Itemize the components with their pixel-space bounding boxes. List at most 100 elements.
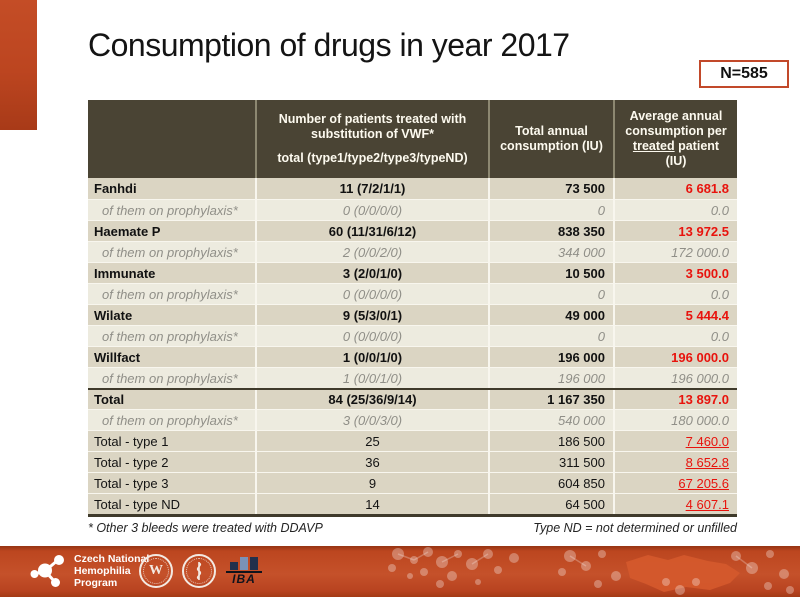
- avg-consumption-cell: 8 652.8: [613, 452, 737, 472]
- asclepius-staff-icon: [196, 562, 202, 580]
- header-patients-cell: Number of patients treated with substitu…: [255, 100, 488, 178]
- table-row: Willfact 1 (0/0/1/0) 196 000 196 000.0: [88, 346, 737, 367]
- table-row: Haemate P 60 (11/31/6/12) 838 350 13 972.5: [88, 220, 737, 241]
- total-consumption-cell: 10 500: [488, 263, 613, 283]
- accent-bar: [0, 0, 37, 130]
- iba-logo: IBA: [226, 556, 262, 586]
- total-consumption-cell: 344 000: [488, 242, 613, 262]
- table-row: Fanhdi 11 (7/2/1/1) 73 500 6 681.8: [88, 178, 737, 199]
- table-row: Wilate 9 (5/3/0/1) 49 000 5 444.4: [88, 304, 737, 325]
- patients-cell: 60 (11/31/6/12): [255, 221, 488, 241]
- row-label-cell: Immunate: [94, 265, 156, 281]
- avg-consumption-cell: 4 607.1: [613, 494, 737, 514]
- header-avg-cell: Average annual consumption per treated p…: [613, 100, 737, 178]
- total-consumption-cell: 311 500: [488, 452, 613, 472]
- header-empty-cell: [88, 100, 255, 178]
- avg-consumption-cell: 5 444.4: [613, 305, 737, 325]
- row-label-cell: Total - type 3: [94, 475, 169, 491]
- patients-cell: 1 (0/0/1/0): [255, 368, 488, 388]
- university-monogram: W: [149, 563, 163, 578]
- patients-cell: 3 (2/0/1/0): [255, 263, 488, 283]
- patients-cell: 84 (25/36/9/14): [255, 390, 488, 409]
- header-avg-post: patient (IU): [665, 139, 720, 168]
- university-seal-icon: W: [139, 554, 173, 588]
- header-total-cell: Total annual consumption (IU): [488, 100, 613, 178]
- cnhp-logo: Czech National Hemophilia Program: [30, 553, 149, 589]
- header-total-label: Total annual consumption (IU): [500, 124, 603, 153]
- cnhp-line-3: Program: [74, 577, 118, 589]
- header-patients-line1: Number of patients treated with substitu…: [278, 112, 467, 141]
- footnotes: * Other 3 bleeds were treated with DDAVP…: [88, 521, 737, 535]
- row-label-cell: Total - type 2: [94, 454, 169, 470]
- total-consumption-cell: 64 500: [488, 494, 613, 514]
- row-label-cell: of them on prophylaxis*: [102, 244, 238, 260]
- avg-consumption-cell: 13 972.5: [613, 221, 737, 241]
- table-row: Total - type 2 36 311 500 8 652.8: [88, 451, 737, 472]
- total-consumption-cell: 0: [488, 326, 613, 346]
- czech-map-shape: [626, 555, 740, 592]
- row-label-cell: of them on prophylaxis*: [102, 328, 238, 344]
- table-row: Total 84 (25/36/9/14) 1 167 350 13 897.0: [88, 388, 737, 409]
- footnote-right: Type ND = not determined or unfilled: [533, 521, 737, 535]
- table-row: of them on prophylaxis* 1 (0/0/1/0) 196 00…: [88, 367, 737, 388]
- iba-bars-icon: [226, 556, 262, 570]
- row-label-cell: Total: [94, 392, 125, 407]
- avg-consumption-cell: 7 460.0: [613, 431, 737, 451]
- row-label-cell: of them on prophylaxis*: [102, 412, 238, 428]
- table-row: of them on prophylaxis* 2 (0/0/2/0) 344 00…: [88, 241, 737, 262]
- cnhp-text: Czech National Hemophilia Program: [74, 553, 149, 589]
- total-consumption-cell: 0: [488, 284, 613, 304]
- row-label-cell: Haemate P: [94, 223, 161, 239]
- row-label-cell: of them on prophylaxis*: [102, 286, 238, 302]
- table-row: of them on prophylaxis* 3 (0/0/3/0) 540 00…: [88, 409, 737, 430]
- cnhp-line-1: Czech National: [74, 553, 150, 565]
- cnhp-molecule-icon: [30, 555, 64, 587]
- avg-consumption-cell: 196 000.0: [613, 368, 737, 388]
- header-avg-underlined: treated: [632, 139, 675, 153]
- patients-cell: 0 (0/0/0/0): [255, 284, 488, 304]
- n-count-badge: N=585: [699, 60, 789, 88]
- table-row: of them on prophylaxis* 0 (0/0/0/0) 0 0.0: [88, 325, 737, 346]
- header-patients-line2: total (type1/type2/type3/typeND): [277, 151, 468, 165]
- avg-consumption-cell: 13 897.0: [613, 390, 737, 409]
- total-consumption-cell: 838 350: [488, 221, 613, 241]
- total-consumption-cell: 73 500: [488, 178, 613, 199]
- row-label-cell: Fanhdi: [94, 181, 137, 196]
- patients-cell: 9: [255, 473, 488, 493]
- total-consumption-cell: 196 000: [488, 347, 613, 367]
- table-body: Fanhdi 11 (7/2/1/1) 73 500 6 681.8 of them o…: [88, 178, 737, 514]
- footer-bar: Czech National Hemophilia Program W IBA: [0, 546, 800, 597]
- patients-cell: 14: [255, 494, 488, 514]
- total-consumption-cell: 604 850: [488, 473, 613, 493]
- avg-consumption-cell: 0.0: [613, 284, 737, 304]
- row-label-cell: of them on prophylaxis*: [102, 202, 238, 218]
- total-consumption-cell: 0: [488, 200, 613, 220]
- consumption-table: Number of patients treated with substitu…: [88, 100, 737, 517]
- row-label-cell: Willfact: [94, 349, 141, 365]
- table-row: Total - type 3 9 604 850 67 205.6: [88, 472, 737, 493]
- patients-cell: 11 (7/2/1/1): [255, 178, 488, 199]
- header-avg-label: Average annual consumption per treated p…: [621, 109, 731, 169]
- table-row: of them on prophylaxis* 0 (0/0/0/0) 0 0.0: [88, 283, 737, 304]
- table-row: of them on prophylaxis* 0 (0/0/0/0) 0 0.0: [88, 199, 737, 220]
- avg-consumption-cell: 67 205.6: [613, 473, 737, 493]
- avg-consumption-cell: 0.0: [613, 326, 737, 346]
- footnote-left: * Other 3 bleeds were treated with DDAVP: [88, 521, 323, 535]
- total-consumption-cell: 1 167 350: [488, 390, 613, 409]
- patients-cell: 0 (0/0/0/0): [255, 326, 488, 346]
- total-consumption-cell: 186 500: [488, 431, 613, 451]
- avg-consumption-cell: 196 000.0: [613, 347, 737, 367]
- iba-label: IBA: [226, 571, 262, 586]
- patients-cell: 36: [255, 452, 488, 472]
- table-row: Total - type 1 25 186 500 7 460.0: [88, 430, 737, 451]
- table-row: Immunate 3 (2/0/1/0) 10 500 3 500.0: [88, 262, 737, 283]
- avg-consumption-cell: 3 500.0: [613, 263, 737, 283]
- total-consumption-cell: 49 000: [488, 305, 613, 325]
- page-title: Consumption of drugs in year 2017: [88, 27, 570, 63]
- row-label-cell: Wilate: [94, 307, 133, 323]
- table-header: Number of patients treated with substitu…: [88, 100, 737, 178]
- header-avg-pre: Average annual consumption per: [625, 109, 727, 138]
- dots-pattern: [388, 547, 794, 595]
- row-label-cell: Total - type ND: [94, 496, 180, 512]
